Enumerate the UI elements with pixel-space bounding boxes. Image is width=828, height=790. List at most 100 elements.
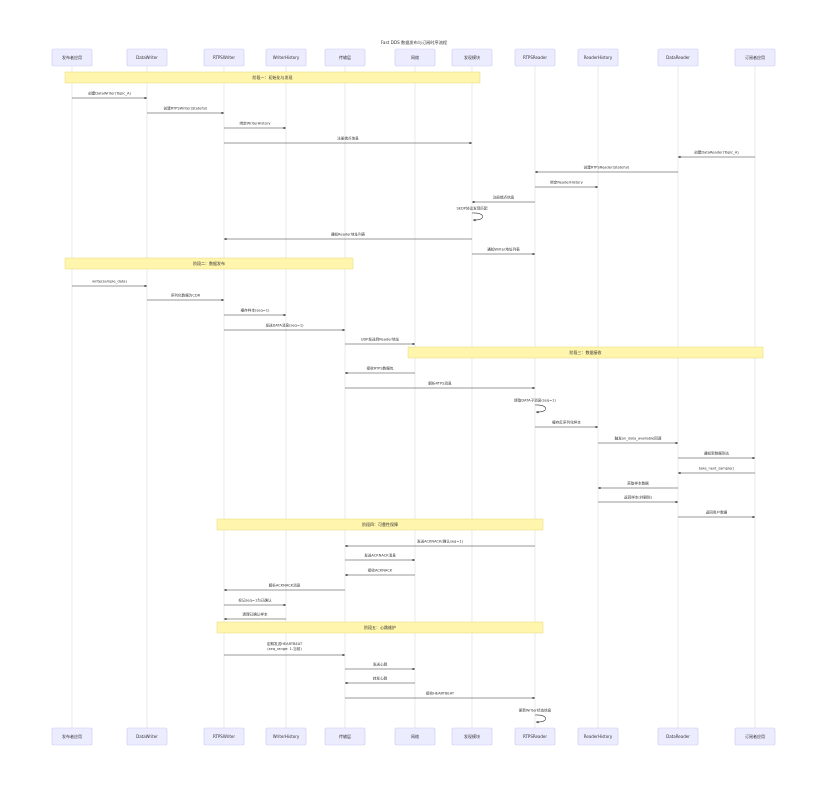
message-label: 发送ACKNACK(确认seq=1) — [417, 539, 464, 544]
message-label: 返回用户数据 — [706, 510, 728, 515]
message-transport-to-network: 发送ACKNACK消息 — [345, 553, 415, 562]
actor-rtpsreader-top: RTPSReader — [514, 48, 556, 67]
actor-box — [734, 48, 776, 67]
message-transport-to-rtpswriter: 解析ACKNACK消息 — [224, 583, 345, 592]
phase-note: 阶段一：初始化与发现 — [64, 71, 481, 84]
actor-label: RTPSWriter — [213, 734, 235, 739]
actor-box — [126, 727, 168, 746]
message-readerhistory-to-datareader: 返回样本(并删除) — [598, 495, 678, 504]
actor-label: DataReader — [666, 55, 690, 60]
self-message-arrow — [534, 404, 546, 414]
actor-label: 订阅者应用 — [745, 733, 765, 739]
actor-label: RTPSReader — [523, 734, 547, 739]
message-network-to-transport: 接收ACKNACK — [345, 568, 415, 577]
actor-row-top: 发布者应用 DataWriter RTPSWriter WriterHistory 传输… — [51, 48, 776, 67]
actor-sub_app-bottom: 订阅者应用 — [734, 727, 776, 746]
actor-transport-top: 传输层 — [324, 48, 366, 67]
phase-note: 阶段三：数据接收 — [407, 346, 764, 359]
message-network-to-transport: 转发心跳 — [345, 676, 415, 685]
message-discovery-to-rtpswriter: 通知Reader地址列表 — [224, 232, 472, 241]
message-label: 创建DataWriter(Topic_A) — [88, 91, 131, 96]
actor-box — [451, 48, 493, 67]
actor-label: 网络 — [411, 733, 419, 739]
actor-label: 传输层 — [339, 733, 351, 739]
self-message-label: 更新Writer状态信息 — [519, 708, 552, 713]
message-label: 绑定ReaderHistory — [550, 180, 584, 185]
actor-readerhistory-top: ReaderHistory — [577, 48, 619, 67]
message-label: 通知新数据到达 — [704, 451, 730, 456]
message-network-to-transport: 接收RTPS数据包 — [345, 366, 415, 375]
message-label: 发送ACKNACK消息 — [364, 553, 396, 558]
message-label: 创建DataReader(Topic_A) — [694, 150, 739, 155]
actor-label: ReaderHistory — [584, 734, 613, 739]
actor-box — [324, 727, 366, 746]
actor-label: 发布者应用 — [62, 733, 82, 739]
actor-datareader-bottom: DataReader — [657, 727, 699, 746]
message-rtpswriter-to-transport: 发送DATA消息(seq=1) — [224, 323, 345, 332]
actor-box — [514, 48, 556, 67]
message-label: 缓存样本(seq=1) — [241, 308, 270, 313]
message-label: 定期发送HEARTBEAT — [267, 641, 303, 646]
self-message-label: 提取DATA子消息(seq=1) — [514, 398, 556, 403]
message-transport-to-rtpsreader: 解析RTPS消息 — [345, 381, 535, 390]
message-sub_app-to-datareader: take_next_sample() — [678, 467, 755, 475]
actor-discovery-top: 发现模块 — [451, 48, 493, 67]
message-datareader-to-sub_app: 返回用户数据 — [678, 510, 755, 519]
message-label: 创建RTPSReader(Stateful) — [584, 165, 630, 170]
message-label: 返回样本(并删除) — [624, 495, 653, 500]
actor-box — [203, 48, 245, 67]
phase-note-label: 阶段一：初始化与发现 — [253, 74, 293, 80]
message-datareader-to-sub_app: 通知新数据到达 — [678, 451, 755, 460]
message-rtpsreader-to-discovery: 注册端点信息 — [472, 195, 535, 204]
actor-box — [51, 48, 93, 67]
message-label: 解析RTPS消息 — [428, 381, 452, 386]
message-label: take_next_sample() — [699, 467, 735, 471]
actor-box — [324, 48, 366, 67]
actor-datareader-top: DataReader — [657, 48, 699, 67]
actor-rtpsreader-bottom: RTPSReader — [514, 727, 556, 746]
phase-note-box — [64, 257, 354, 270]
message-label-line2: (seq_range: 1-当前) — [267, 646, 302, 651]
phase-notes: 阶段一：初始化与发现阶段二：数据发布阶段三：数据接收阶段四：可靠性保障阶段五：心… — [64, 71, 764, 634]
message-pub_app-to-datawriter: write(sample_data) — [72, 280, 147, 288]
message-rtpswriter-to-transport: 定期发送HEARTBEAT(seq_range: 1-当前) — [224, 641, 345, 657]
phase-note-box — [216, 621, 544, 634]
actor-box — [203, 727, 245, 746]
phase-note-label: 阶段五：心跳维护 — [364, 624, 396, 630]
actor-box — [657, 727, 699, 746]
phase-note-label: 阶段四：可靠性保障 — [362, 521, 398, 527]
actor-label: DataReader — [666, 734, 690, 739]
actor-box — [265, 48, 307, 67]
message-rtpsreader-to-transport: 发送ACKNACK(确认seq=1) — [345, 539, 535, 548]
actor-sub_app-top: 订阅者应用 — [734, 48, 776, 67]
message-label: 接收HEARTBEAT — [426, 691, 455, 696]
message-label: 创建RTPSWriter(Stateful) — [164, 106, 208, 111]
message-label: 接收RTPS数据包 — [367, 366, 394, 371]
phase-note-box — [407, 346, 764, 359]
actor-label: DataWriter — [136, 734, 158, 739]
messages: 创建DataWriter(Topic_A) 创建RTPSWriter(Statef… — [72, 91, 755, 724]
message-label: 通知Reader地址列表 — [331, 232, 366, 237]
message-transport-to-network: UDP发送到Reader地址 — [345, 337, 415, 346]
message-label: 转发心跳 — [373, 676, 388, 681]
actor-label: 网络 — [411, 54, 419, 60]
actor-box — [126, 48, 168, 67]
actor-label: 发现模块 — [464, 54, 480, 60]
actor-network-bottom: 网络 — [394, 727, 436, 746]
actor-datawriter-bottom: DataWriter — [126, 727, 168, 746]
actor-label: 发布者应用 — [62, 54, 82, 60]
message-rtpswriter-to-writerhistory: 标记seq=1为已确认 — [224, 598, 286, 607]
self-message-rtpsreader: 更新Writer状态信息 — [519, 708, 552, 724]
self-message-arrow — [471, 212, 483, 222]
message-label: 缓存反序列化样本 — [552, 420, 581, 425]
phase-note: 阶段四：可靠性保障 — [216, 518, 544, 531]
actor-rtpswriter-bottom: RTPSWriter — [203, 727, 245, 746]
message-label: 清理已确认样本 — [242, 612, 268, 617]
message-label: 获取样本数据 — [627, 481, 649, 486]
actor-label: RTPSWriter — [213, 55, 235, 60]
message-transport-to-network: 发送心跳 — [345, 662, 415, 671]
message-pub_app-to-datawriter: 创建DataWriter(Topic_A) — [72, 91, 147, 100]
actor-rtpswriter-top: RTPSWriter — [203, 48, 245, 67]
